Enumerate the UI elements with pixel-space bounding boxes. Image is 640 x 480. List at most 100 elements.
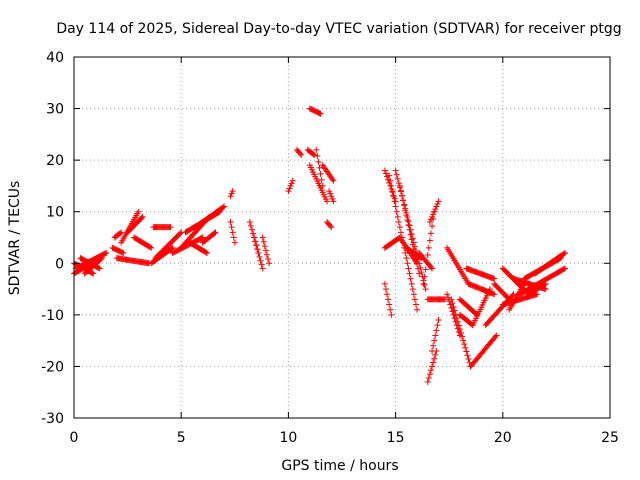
data-track [109, 244, 127, 256]
x-tick-label: 15 [387, 430, 405, 446]
data-track [251, 234, 266, 272]
y-axis-ticks: -30 -20 -10 0 10 20 30 40 [41, 50, 610, 427]
data-point [315, 158, 322, 165]
data-point [459, 333, 466, 340]
data-point [431, 337, 438, 344]
data-point [261, 243, 268, 250]
data-point [318, 176, 325, 183]
data-point [404, 217, 411, 224]
data-track [199, 229, 219, 246]
y-axis-label: SDTVAR / TECUs [7, 181, 23, 296]
data-point [327, 190, 334, 197]
data-point [382, 286, 389, 293]
y-tick-label: 30 [46, 102, 64, 118]
data-point [453, 315, 460, 322]
data-track [148, 244, 176, 267]
data-point [430, 359, 437, 366]
data-point [429, 265, 436, 272]
data-point [404, 260, 411, 267]
data-track [131, 234, 155, 251]
data-point [95, 264, 102, 271]
data-track [285, 177, 296, 195]
y-tick-label: 10 [46, 205, 64, 221]
data-point [386, 172, 393, 179]
x-axis-ticks: 0 5 10 15 20 25 [70, 57, 619, 446]
data-track [227, 188, 236, 200]
data-track [456, 311, 476, 329]
data-point [263, 251, 270, 258]
data-track [465, 280, 498, 298]
data-point [329, 195, 336, 202]
data-point [493, 332, 500, 339]
data-point [427, 264, 434, 271]
data-point [392, 167, 399, 174]
data-point [147, 244, 154, 251]
y-tick-label: 0 [55, 256, 64, 272]
data-point [388, 182, 395, 189]
x-tick-label: 0 [70, 430, 79, 446]
data-track [81, 255, 105, 277]
data-track [186, 239, 210, 256]
data-point [257, 257, 264, 264]
data-track [463, 265, 498, 282]
data-point [429, 213, 436, 220]
data-point [287, 182, 294, 189]
data-point [298, 151, 305, 158]
data-track [199, 203, 228, 226]
data-point [452, 311, 459, 318]
plot-frame [73, 56, 611, 419]
data-point [457, 329, 464, 336]
data-track [304, 146, 318, 158]
data-point [509, 292, 516, 299]
data-point [401, 202, 408, 209]
data-point [463, 348, 470, 355]
data-point [289, 177, 296, 184]
data-track [323, 219, 335, 231]
data-point [251, 234, 258, 241]
x-tick-label: 10 [279, 430, 297, 446]
data-point [455, 322, 462, 329]
data-track [467, 332, 500, 370]
data-point [103, 249, 110, 256]
data-point [461, 341, 468, 348]
data-point [405, 221, 412, 228]
data-point [389, 188, 396, 195]
data-point [388, 311, 395, 318]
data-point [421, 281, 428, 288]
data-point [119, 249, 126, 256]
data-track [113, 255, 153, 267]
data-point [230, 234, 237, 241]
data-point [327, 222, 334, 229]
data-point [465, 355, 472, 362]
data-point [403, 212, 410, 219]
data-track [381, 280, 395, 318]
data-point [486, 286, 493, 293]
data-point [408, 236, 415, 243]
data-point [139, 213, 146, 220]
data-point [409, 286, 416, 293]
data-point [421, 273, 428, 280]
data-point [432, 332, 439, 339]
data-point [542, 280, 549, 287]
x-tick-label: 20 [494, 430, 512, 446]
data-point [135, 208, 142, 215]
data-point [431, 355, 438, 362]
data-point [410, 291, 417, 298]
data-track [531, 249, 568, 277]
data-point [405, 265, 412, 272]
data-point [229, 229, 236, 236]
data-track [227, 219, 238, 246]
data-point [227, 193, 234, 200]
data-point [317, 170, 324, 177]
data-point [491, 275, 498, 282]
data-track [259, 234, 273, 267]
data-point [314, 152, 321, 159]
data-point [542, 286, 549, 293]
data-track [152, 229, 185, 262]
data-track [293, 146, 305, 158]
data-point [256, 253, 263, 260]
data-point [427, 216, 434, 223]
data-track [319, 162, 337, 184]
data-point [252, 238, 259, 245]
